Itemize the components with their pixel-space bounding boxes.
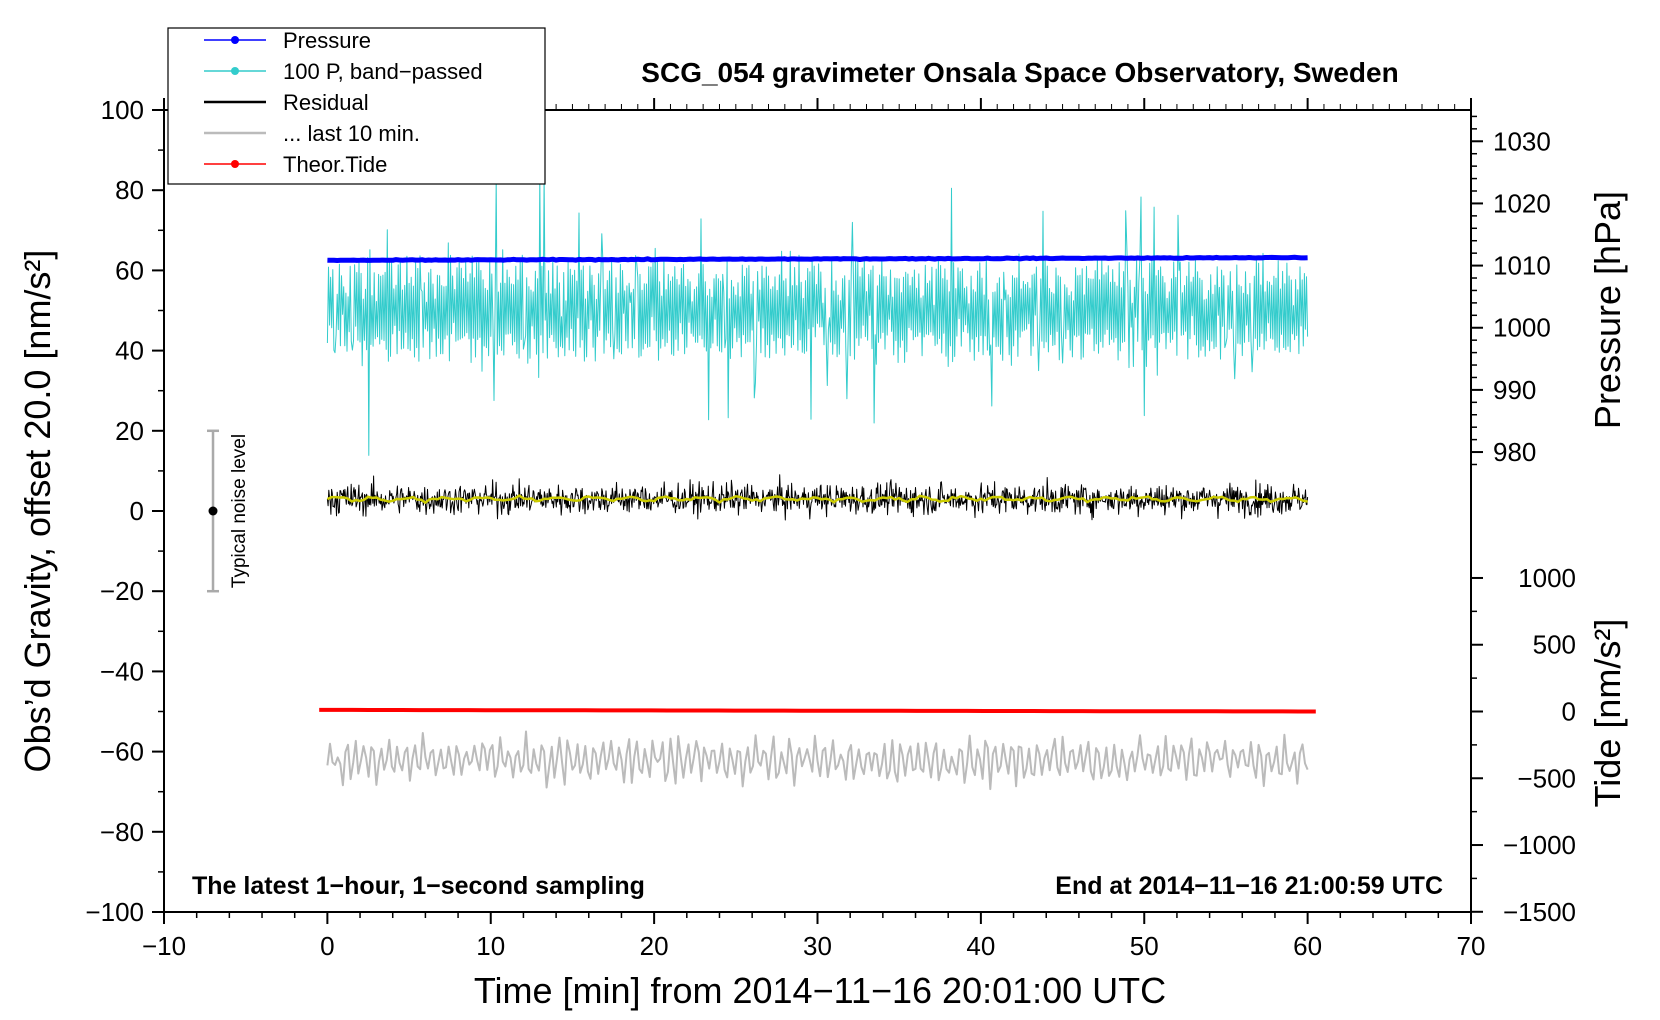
legend-box [167,27,546,185]
x-tick-label: 40 [966,931,995,961]
series-tide-line [319,707,1316,714]
tide-axis-title: Tide [nm/s²] [1587,619,1628,808]
noise-bar-center-dot [208,506,218,516]
y-tick-label: 100 [101,95,144,125]
legend-label: 100 P, band−passed [283,59,483,84]
series-last10-line [326,730,1309,791]
y-tick-label: −40 [100,656,144,686]
noise-bar: Typical noise level [207,429,250,593]
y-tick-label: 0 [130,496,144,526]
pressure-tick-label: 980 [1493,437,1536,467]
plot-frame [163,109,1472,913]
legend-swatch-dot [231,36,239,44]
y-tick-label: −80 [100,817,144,847]
x-axis-ticks: −10 0 10 20 30 40 50 60 70 [142,98,1486,961]
pressure-tick-label: 1000 [1493,313,1551,343]
series-bandpassed-line [326,173,1309,456]
pressure-tick-label: 1030 [1493,126,1551,156]
tide-tick-label: −500 [1517,763,1576,793]
legend-swatch-dot [231,160,239,168]
pressure-axis-ticks: 980 990 1000 1010 1020 1030 [1471,115,1551,467]
legend: Pressure 100 P, band−passed Residual ... la… [167,27,546,185]
tide-tick-label: −1500 [1503,897,1576,927]
noise-bar-label: Typical noise level [229,434,250,588]
y-tick-label: 80 [115,175,144,205]
x-tick-label: 20 [640,931,669,961]
x-axis-title: Time [min] from 2014−11−16 20:01:00 UTC [474,970,1166,1011]
legend-label: Pressure [283,28,371,53]
annotation-bottom-left: The latest 1−hour, 1−second sampling [192,872,645,900]
series-pressure-line [327,254,1308,263]
tide-tick-label: 1000 [1518,563,1576,593]
tide-tick-label: −1000 [1503,830,1576,860]
legend-entries: Pressure 100 P, band−passed Residual ... la… [204,28,483,177]
legend-swatch-dot [231,67,239,75]
chart-title: SCG_054 gravimeter Onsala Space Observat… [641,57,1398,88]
y-tick-label: 40 [115,336,144,366]
x-tick-label: 50 [1130,931,1159,961]
pressure-axis-title: Pressure [hPa] [1587,191,1628,429]
legend-label: ... last 10 min. [283,121,420,146]
y-tick-label: −60 [100,737,144,767]
y-axis-title: Obs’d Gravity, offset 20.0 [nm/s²] [17,250,58,773]
series-residual-smoothed-line [326,494,1308,504]
x-tick-label: 70 [1457,931,1486,961]
x-tick-label: −10 [142,931,186,961]
legend-label: Theor.Tide [283,152,387,177]
tide-axis-ticks: −1500 −1000 −500 0 500 1000 [1471,563,1576,927]
y-tick-label: 60 [115,255,144,285]
series-residual-line [326,474,1309,521]
y-tick-label: 20 [115,416,144,446]
pressure-tick-label: 990 [1493,375,1536,405]
series-group [319,173,1316,791]
annotation-bottom-right: End at 2014−11−16 21:00:59 UTC [1055,872,1443,900]
x-tick-label: 60 [1293,931,1322,961]
legend-label: Residual [283,90,369,115]
x-tick-label: 10 [476,931,505,961]
tide-tick-label: 0 [1562,697,1576,727]
x-tick-label: 30 [803,931,832,961]
pressure-tick-label: 1020 [1493,188,1551,218]
y-axis-ticks: −100 −80 −60 −40 −20 0 20 40 60 80 100 [85,95,164,927]
tide-tick-label: 500 [1533,630,1576,660]
y-tick-label: −100 [85,897,144,927]
y-tick-label: −20 [100,576,144,606]
x-tick-label: 0 [320,931,334,961]
pressure-tick-label: 1010 [1493,251,1551,281]
